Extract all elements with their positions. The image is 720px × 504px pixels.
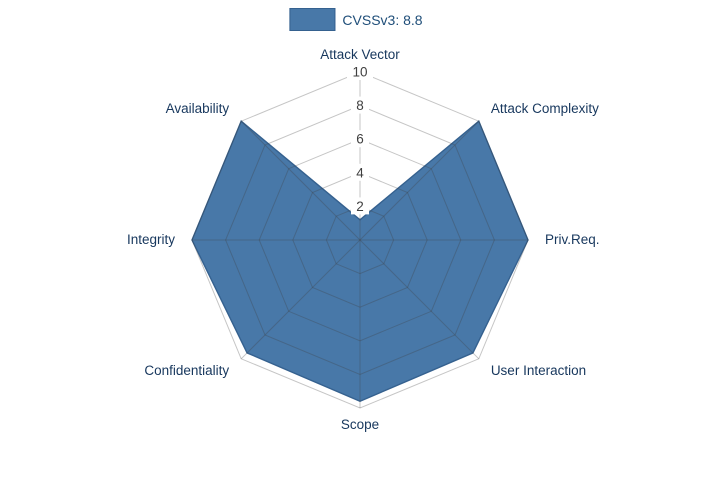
grid-ring (292, 172, 428, 308)
legend-swatch (289, 8, 336, 31)
tick-label-bg (351, 96, 369, 114)
radar-polygon (191, 120, 529, 403)
axis-label-attack-vector: Attack Vector (320, 47, 400, 62)
tick-label-bg (351, 130, 369, 148)
axis-label-user-interaction: User Interaction (491, 363, 586, 378)
axis-spoke (240, 239, 361, 360)
legend-label: CVSSv3: 8.8 (342, 11, 423, 28)
axis-spoke (359, 120, 480, 241)
axis-label-confidentiality: Confidentiality (144, 363, 229, 378)
tick-label-bg (351, 163, 369, 181)
axis-label-scope: Scope (341, 417, 379, 432)
tick-label: 6 (356, 132, 364, 147)
tick-label: 10 (352, 65, 367, 80)
axis-label-availability: Availability (166, 101, 230, 116)
axis-label-attack-complexity: Attack Complexity (491, 101, 599, 116)
grid-ring (191, 71, 529, 409)
tick-label-bg (351, 197, 369, 215)
chart-legend: CVSSv3: 8.8 (289, 8, 423, 31)
grid-ring (258, 138, 462, 342)
axis-label-integrity: Integrity (127, 232, 175, 247)
axis-label-priv-req: Priv.Req. (545, 232, 600, 247)
tick-label: 4 (356, 165, 364, 180)
grid-ring (225, 105, 495, 375)
tick-label: 2 (356, 199, 364, 214)
axis-spoke (359, 239, 480, 360)
grid-ring (325, 205, 395, 275)
tick-label-bg (347, 63, 373, 80)
axis-spoke (240, 120, 361, 241)
tick-label: 8 (356, 98, 364, 113)
